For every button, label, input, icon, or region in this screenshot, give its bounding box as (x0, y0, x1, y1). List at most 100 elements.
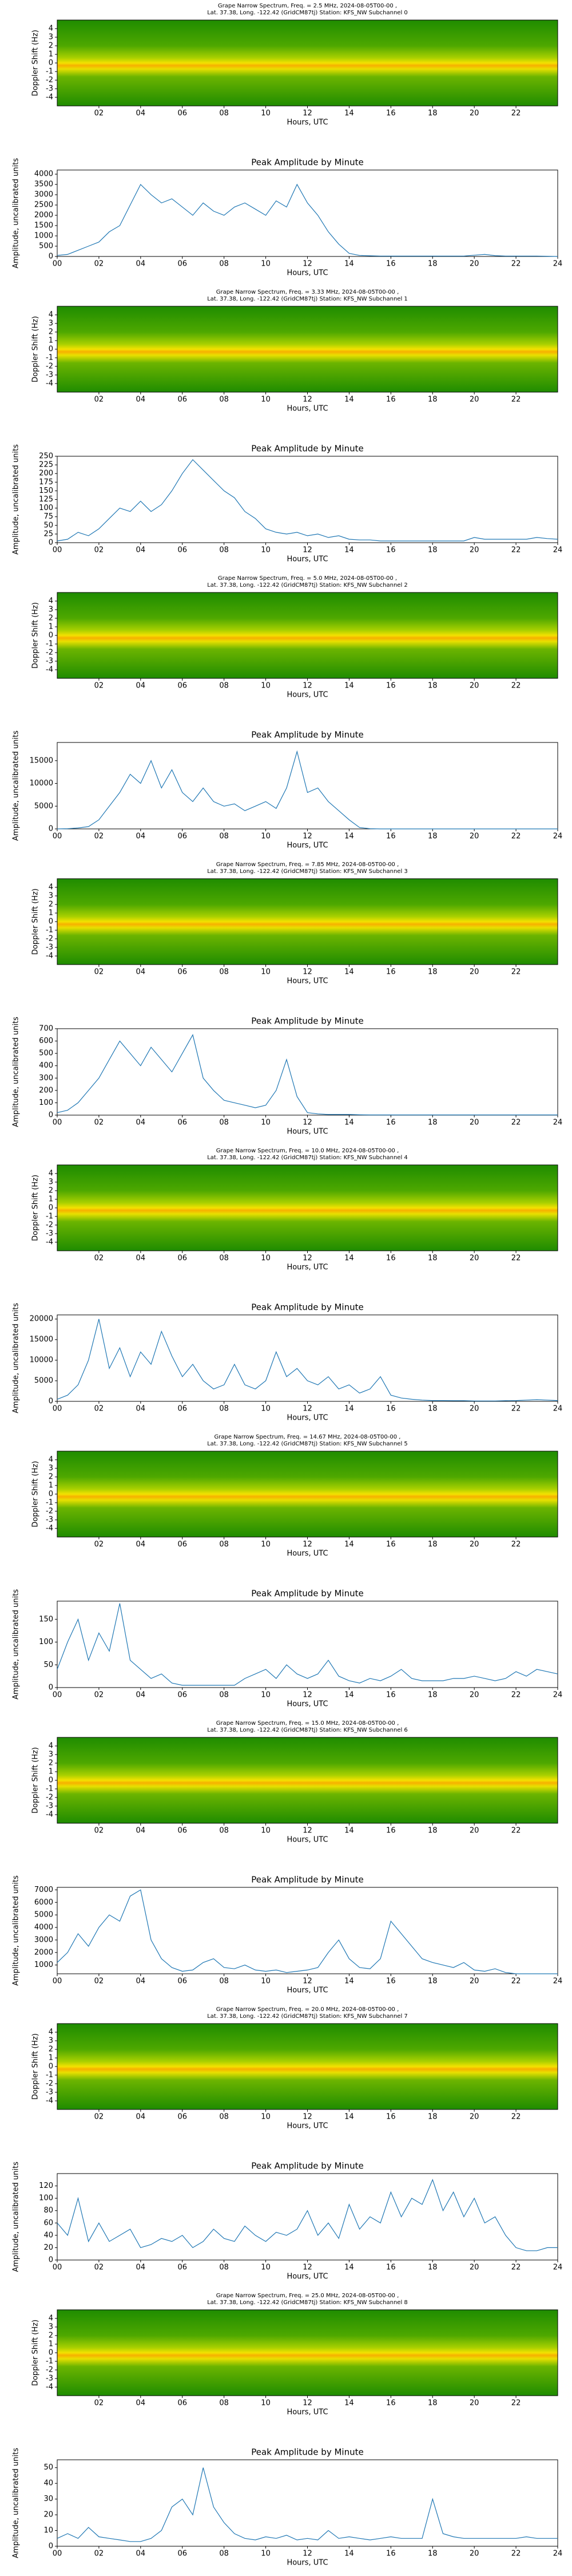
x-tick-label: 18 (428, 260, 438, 268)
x-tick-label: 04 (136, 1405, 146, 1413)
chart-subtitle: Lat. 37.38, Long. -122.42 (GridCM87tj) S… (207, 2013, 408, 2020)
x-tick-label: 10 (261, 1405, 271, 1413)
x-tick-label: 08 (219, 968, 229, 977)
y-tick-label: 1000 (34, 1961, 53, 1969)
x-tick-label: 08 (219, 396, 229, 404)
x-tick-label: 24 (553, 1405, 563, 1413)
x-tick-label: 16 (386, 2263, 396, 2272)
x-tick-label: 12 (303, 2113, 312, 2121)
x-tick-label: 08 (219, 1254, 229, 1263)
spectrogram-image (57, 306, 558, 392)
chart-title: Peak Amplitude by Minute (251, 1875, 363, 1885)
amplitude-line (57, 750, 558, 829)
x-tick-label: 16 (386, 546, 396, 555)
x-tick-label: 18 (428, 396, 438, 404)
y-tick-label: -1 (46, 2071, 53, 2080)
chart-title: Peak Amplitude by Minute (251, 157, 363, 168)
y-tick-label: 1500 (34, 222, 53, 230)
y-tick-label: 4 (49, 25, 53, 33)
y-tick-label: 1 (49, 2340, 53, 2349)
x-tick-label: 22 (511, 1540, 521, 1549)
y-tick-label: 0 (49, 2349, 53, 2357)
y-tick-label: -3 (46, 943, 53, 952)
x-tick-label: 12 (303, 1540, 312, 1549)
y-axis-label: Doppler Shift (Hz) (31, 1175, 40, 1241)
x-tick-label: 10 (261, 260, 271, 268)
y-tick-label: 125 (39, 495, 53, 504)
plot-frame (57, 742, 558, 829)
chart-title: Peak Amplitude by Minute (251, 1589, 363, 1599)
y-tick-label: 0 (49, 539, 53, 547)
spectrogram-image (57, 1737, 558, 1823)
chart-subtitle: Lat. 37.38, Long. -122.42 (GridCM87tj) S… (207, 868, 408, 875)
x-tick-label: 16 (386, 396, 396, 404)
spectrogram-image (57, 1165, 558, 1251)
y-tick-label: -1 (46, 926, 53, 935)
x-tick-label: 12 (303, 109, 312, 118)
y-tick-label: -1 (46, 68, 53, 76)
x-tick-label: 00 (53, 546, 62, 555)
x-tick-label: 18 (428, 546, 438, 555)
x-tick-label: 18 (428, 1827, 438, 1835)
x-tick-label: 16 (386, 1540, 396, 1549)
x-tick-label: 02 (94, 2399, 104, 2408)
y-tick-label: 1 (49, 2054, 53, 2063)
y-tick-label: 100 (39, 2194, 53, 2203)
x-tick-label: 14 (344, 1405, 354, 1413)
y-tick-label: -1 (46, 1499, 53, 1507)
x-tick-label: 14 (344, 260, 354, 268)
y-tick-label: 75 (43, 512, 53, 521)
x-tick-label: 08 (219, 2263, 229, 2272)
spectrogram-image (57, 2310, 558, 2396)
y-tick-label: 20000 (30, 1315, 53, 1323)
x-axis-label: Hours, UTC (287, 2408, 328, 2417)
y-tick-label: 20 (43, 2511, 53, 2519)
x-tick-label: 04 (136, 2550, 146, 2558)
x-tick-label: 06 (177, 2113, 187, 2121)
y-axis-label: Amplitude, uncalibrated units (12, 1875, 21, 1986)
chart-title: Grape Narrow Spectrum, Freq. = 15.0 MHz,… (216, 1720, 399, 1726)
chart-title: Peak Amplitude by Minute (251, 1302, 363, 1313)
y-tick-label: 0 (49, 1204, 53, 1212)
spectrogram-image (57, 2024, 558, 2109)
x-tick-label: 00 (53, 1977, 62, 1986)
x-tick-label: 00 (53, 1119, 62, 1127)
x-tick-label: 20 (470, 2263, 479, 2272)
y-tick-label: 2 (49, 2332, 53, 2340)
x-tick-label: 04 (136, 682, 146, 690)
x-tick-label: 16 (386, 2399, 396, 2408)
y-tick-label: 10000 (30, 779, 53, 788)
x-tick-label: 16 (386, 1691, 396, 1700)
chart-title: Peak Amplitude by Minute (251, 2161, 363, 2171)
x-axis-label: Hours, UTC (287, 1414, 328, 1423)
x-tick-label: 12 (303, 1254, 312, 1263)
x-tick-label: 18 (428, 1691, 438, 1700)
x-tick-label: 12 (303, 2399, 312, 2408)
y-tick-label: 175 (39, 478, 53, 487)
y-tick-label: 1000 (34, 232, 53, 240)
x-tick-label: 18 (428, 832, 438, 841)
x-tick-label: 16 (386, 2550, 396, 2558)
y-tick-label: -4 (46, 2097, 53, 2105)
y-tick-label: -2 (46, 76, 53, 85)
chart-title: Grape Narrow Spectrum, Freq. = 7.85 MHz,… (216, 862, 399, 868)
x-tick-label: 16 (386, 109, 396, 118)
x-tick-label: 18 (428, 2550, 438, 2558)
y-tick-label: 0 (49, 631, 53, 640)
x-tick-label: 02 (94, 832, 104, 841)
x-tick-label: 12 (303, 1119, 312, 1127)
y-tick-label: 4 (49, 1170, 53, 1178)
x-tick-label: 08 (219, 1119, 229, 1127)
x-tick-label: 06 (177, 1691, 187, 1700)
x-tick-label: 10 (261, 1827, 271, 1835)
y-tick-label: 1 (49, 623, 53, 631)
x-tick-label: 02 (94, 968, 104, 977)
y-tick-label: 1 (49, 337, 53, 345)
x-tick-label: 10 (261, 1540, 271, 1549)
x-tick-label: 10 (261, 1691, 271, 1700)
plot-frame (57, 1601, 558, 1688)
x-tick-label: 10 (261, 109, 271, 118)
x-tick-label: 18 (428, 682, 438, 690)
x-tick-label: 10 (261, 1119, 271, 1127)
chart-title: Peak Amplitude by Minute (251, 1016, 363, 1026)
